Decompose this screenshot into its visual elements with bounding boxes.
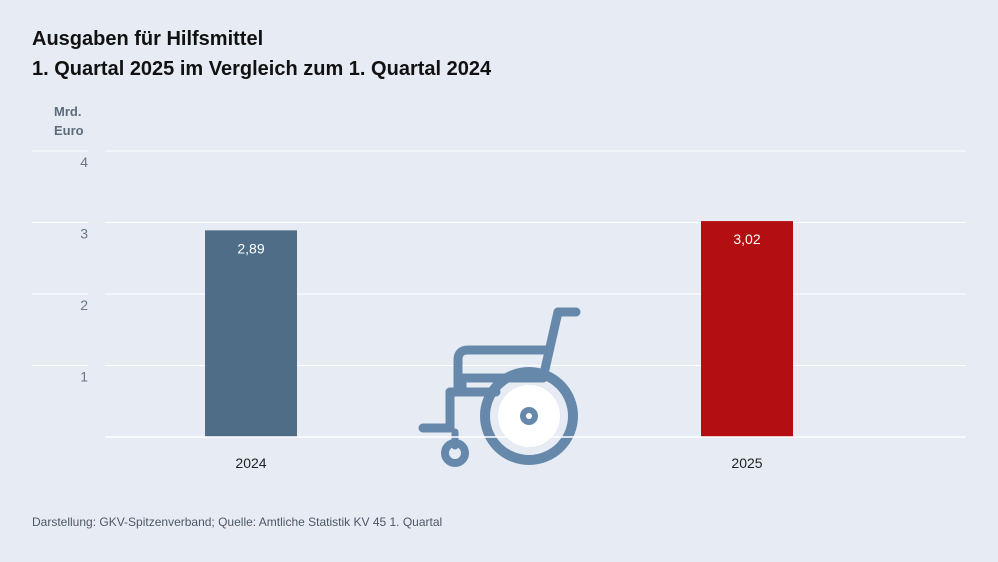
bar-2025 xyxy=(701,221,793,437)
y-axis-unit: Mrd. Euro xyxy=(54,102,94,140)
y-tick-label: 1 xyxy=(80,369,88,385)
bar-2024 xyxy=(205,230,297,437)
y-tick-label: 3 xyxy=(80,226,88,242)
wheelchair-icon xyxy=(418,307,581,467)
chart-title-line-1: Ausgaben für Hilfsmittel xyxy=(32,28,264,50)
gridlines xyxy=(32,150,966,366)
y-tick-label: 2 xyxy=(80,297,88,313)
chart-title-line-2: 1. Quartal 2025 im Vergleich zum 1. Quar… xyxy=(32,58,492,80)
y-tick-label: 4 xyxy=(80,154,88,170)
y-axis-ticks: 1 2 3 4 xyxy=(80,154,88,385)
bar-labels: 2,89 3,02 xyxy=(237,231,760,256)
value-label-2025: 3,02 xyxy=(733,231,760,247)
x-axis-labels: 2024 2025 xyxy=(235,455,762,471)
y-axis-unit-line-1: Mrd. xyxy=(54,104,82,119)
x-tick-label-2025: 2025 xyxy=(731,455,762,471)
x-tick-label-2024: 2024 xyxy=(235,455,266,471)
source-note: Darstellung: GKV-Spitzenverband; Quelle:… xyxy=(32,515,443,529)
value-label-2024: 2,89 xyxy=(237,240,264,256)
bars xyxy=(205,221,793,437)
y-axis-unit-line-2: Euro xyxy=(54,123,84,138)
chart-title: Ausgaben für Hilfsmittel 1. Quartal 2025… xyxy=(32,24,491,84)
